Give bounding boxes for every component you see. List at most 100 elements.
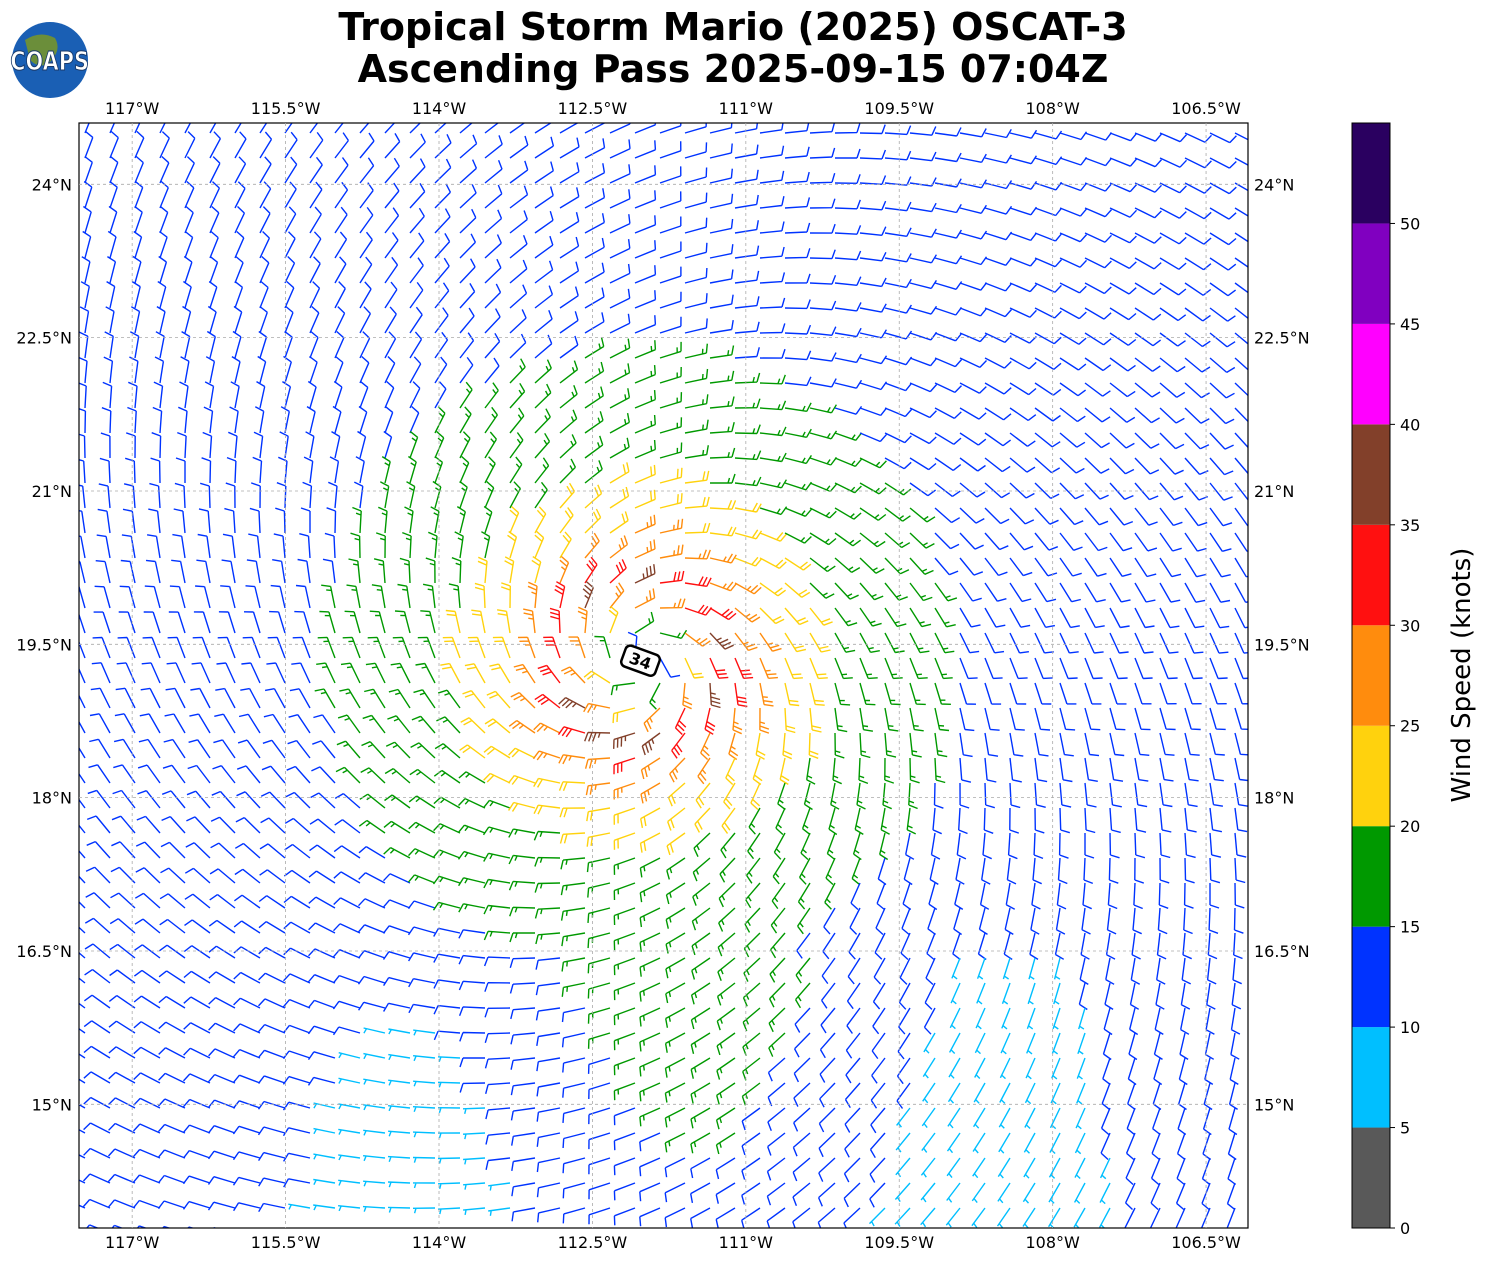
wind-barb — [1209, 657, 1228, 680]
wind-barb — [959, 582, 982, 602]
wind-barb — [613, 957, 636, 976]
wind-barb — [819, 1082, 836, 1108]
wind-barb — [809, 404, 837, 414]
wind-barb — [809, 682, 825, 706]
wind-barb — [1059, 682, 1077, 705]
wind-barb — [559, 531, 572, 559]
wind-barb — [1000, 1032, 1011, 1055]
wind-barb — [1009, 482, 1035, 499]
wind-barb — [534, 235, 554, 259]
wind-barb — [895, 1157, 911, 1178]
wind-barb — [809, 482, 838, 493]
wind-barb — [984, 707, 1000, 731]
wind-barb — [537, 664, 561, 684]
wind-barb — [388, 1028, 411, 1035]
wind-barb — [523, 608, 536, 634]
wind-barb — [875, 907, 886, 936]
wind-barb — [284, 843, 311, 859]
wind-barb — [884, 201, 912, 212]
wind-barb — [134, 130, 145, 159]
wind-barb — [1234, 482, 1248, 501]
wind-barb — [1048, 1182, 1061, 1204]
wind-barb — [1153, 1032, 1163, 1060]
wind-barb — [133, 1072, 161, 1084]
x-tick-label: 108°W — [1025, 99, 1080, 118]
wind-barb — [909, 202, 937, 213]
wind-barb — [784, 376, 812, 387]
wind-barb — [158, 1021, 186, 1034]
wind-barb — [79, 746, 86, 759]
wind-barb — [1084, 582, 1106, 603]
wind-barb — [794, 1007, 811, 1033]
wind-barb — [921, 1132, 936, 1153]
wind-barb — [834, 174, 861, 184]
wind-barb — [509, 932, 535, 943]
wind-barb — [326, 507, 337, 534]
wind-barb — [457, 797, 486, 809]
wind-barb — [1028, 957, 1036, 980]
wind-barb — [728, 732, 739, 761]
wind-barb — [510, 691, 536, 709]
wind-barb — [909, 607, 932, 628]
wind-barb — [583, 702, 611, 713]
wind-barb — [1109, 632, 1129, 654]
wind-barb — [691, 907, 711, 931]
wind-barb — [459, 1031, 486, 1042]
wind-barb — [534, 186, 554, 209]
wind-barb — [362, 1205, 386, 1212]
wind-barb — [959, 782, 970, 809]
wind-barb — [825, 857, 836, 886]
wind-barb — [434, 134, 452, 159]
wind-barb — [346, 584, 361, 609]
wind-barb — [184, 156, 195, 184]
wind-barb — [613, 1107, 636, 1126]
wind-barb — [1204, 1057, 1214, 1085]
wind-barb — [83, 1020, 111, 1034]
wind-barb — [1084, 632, 1104, 654]
wind-barb — [133, 230, 143, 259]
wind-barb — [734, 194, 759, 209]
wind-barb — [1132, 907, 1142, 935]
wind-barb — [102, 381, 113, 409]
wind-barb — [859, 532, 886, 548]
wind-barb — [1234, 807, 1248, 833]
wind-barb — [1234, 507, 1248, 527]
wind-barb — [1159, 382, 1186, 398]
wind-barb — [828, 807, 838, 836]
wind-barb — [664, 1082, 686, 1103]
wind-barb — [684, 293, 708, 309]
wind-barb — [508, 801, 536, 812]
wind-barb — [909, 228, 937, 238]
wind-barb — [245, 585, 261, 609]
wind-barb — [709, 244, 734, 259]
wind-barb — [922, 1057, 936, 1079]
wind-barb — [665, 957, 686, 979]
wind-barb — [359, 306, 372, 334]
wind-barb — [109, 918, 136, 934]
wind-barb — [639, 957, 661, 977]
wind-barb — [113, 738, 136, 759]
wind-barb — [609, 535, 629, 559]
wind-barb — [835, 148, 861, 159]
wind-barb — [834, 379, 863, 389]
wind-barb — [784, 273, 811, 284]
wind-barb — [458, 980, 486, 991]
wind-barb — [884, 432, 912, 444]
wind-barb — [747, 832, 761, 860]
wind-barb — [109, 180, 118, 209]
wind-barb — [1084, 557, 1107, 577]
wind-barb — [1159, 657, 1178, 680]
wind-barb — [286, 765, 311, 784]
wind-barb — [588, 1157, 611, 1175]
wind-barb — [483, 878, 511, 889]
wind-barb — [959, 256, 988, 266]
wind-barb — [319, 610, 336, 634]
wind-barb — [1105, 957, 1115, 985]
logo-text: COAPS — [10, 46, 89, 77]
wind-barb — [684, 318, 708, 334]
wind-barb — [437, 1056, 461, 1063]
wind-barb — [759, 221, 785, 234]
wind-barb — [334, 281, 346, 309]
wind-barb — [146, 534, 161, 559]
wind-barb — [134, 944, 161, 959]
